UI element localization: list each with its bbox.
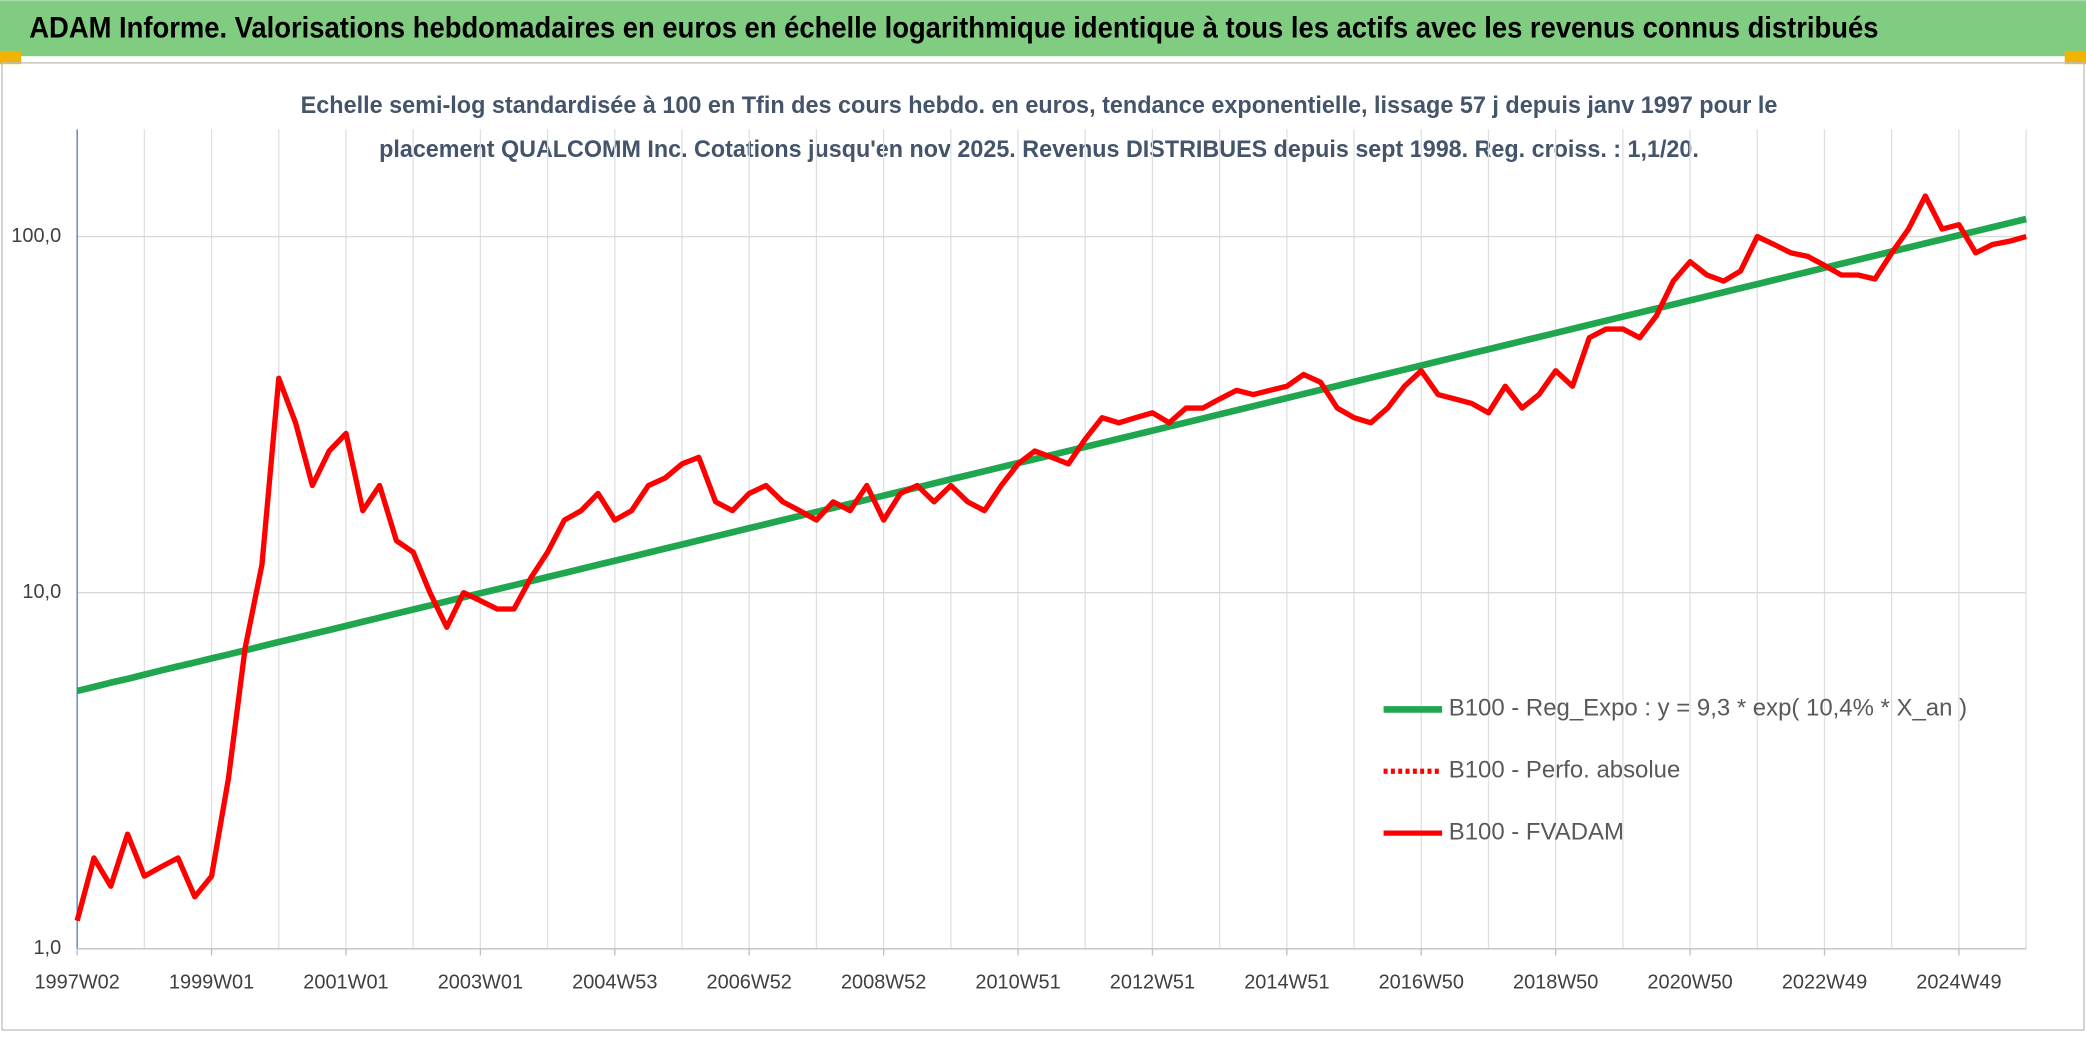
x-tick-label: 2006W52	[707, 972, 792, 994]
corner-mark	[2064, 50, 2086, 65]
legend: B100 - Reg_Expo : y = 9,3 * exp( 10,4% *…	[1383, 695, 1967, 845]
grid: 1,0 10,0 100,0 1997W02 1999W01 2001W01 2003W01…	[11, 129, 2027, 994]
y-tick-label: 1,0	[33, 937, 61, 959]
legend-label: B100 - FVADAM	[1449, 818, 1624, 845]
x-tick-label: 2016W50	[1379, 972, 1464, 994]
x-tick-label: 1997W02	[34, 972, 119, 994]
x-tick-label: 2004W53	[572, 972, 657, 994]
title-band	[0, 0, 2086, 57]
x-tick-label: 2020W50	[1647, 972, 1732, 994]
x-tick-label: 2022W49	[1782, 972, 1867, 994]
x-tick-label: 2024W49	[1916, 972, 2001, 994]
x-tick-label: 2008W52	[841, 972, 926, 994]
chart-title: ADAM Informe. Valorisations hebdomadaire…	[29, 12, 1878, 44]
x-tick-label: 1999W01	[169, 972, 254, 994]
chart-subtitle: Echelle semi-log standardisée à 100 en T…	[301, 92, 1778, 119]
x-tick-label: 2018W50	[1513, 972, 1598, 994]
chart-subtitle: placement QUALCOMM Inc. Cotations jusqu'…	[379, 136, 1699, 163]
frame	[1, 62, 2085, 1031]
x-tick-label: 2003W01	[438, 972, 523, 994]
legend-label: B100 - Reg_Expo : y = 9,3 * exp( 10,4% *…	[1449, 695, 1967, 722]
series-line	[74, 193, 2027, 922]
corner-mark	[0, 50, 22, 65]
x-tick-label: 2012W51	[1110, 972, 1195, 994]
x-tick-label: 2001W01	[303, 972, 388, 994]
legend-label: B100 - Perfo. absolue	[1449, 757, 1681, 784]
y-tick-label: 100,0	[11, 225, 61, 247]
y-tick-label: 10,0	[22, 581, 61, 603]
x-tick-label: 2010W51	[975, 972, 1060, 994]
x-tick-label: 2014W51	[1244, 972, 1329, 994]
plot	[74, 193, 2027, 922]
